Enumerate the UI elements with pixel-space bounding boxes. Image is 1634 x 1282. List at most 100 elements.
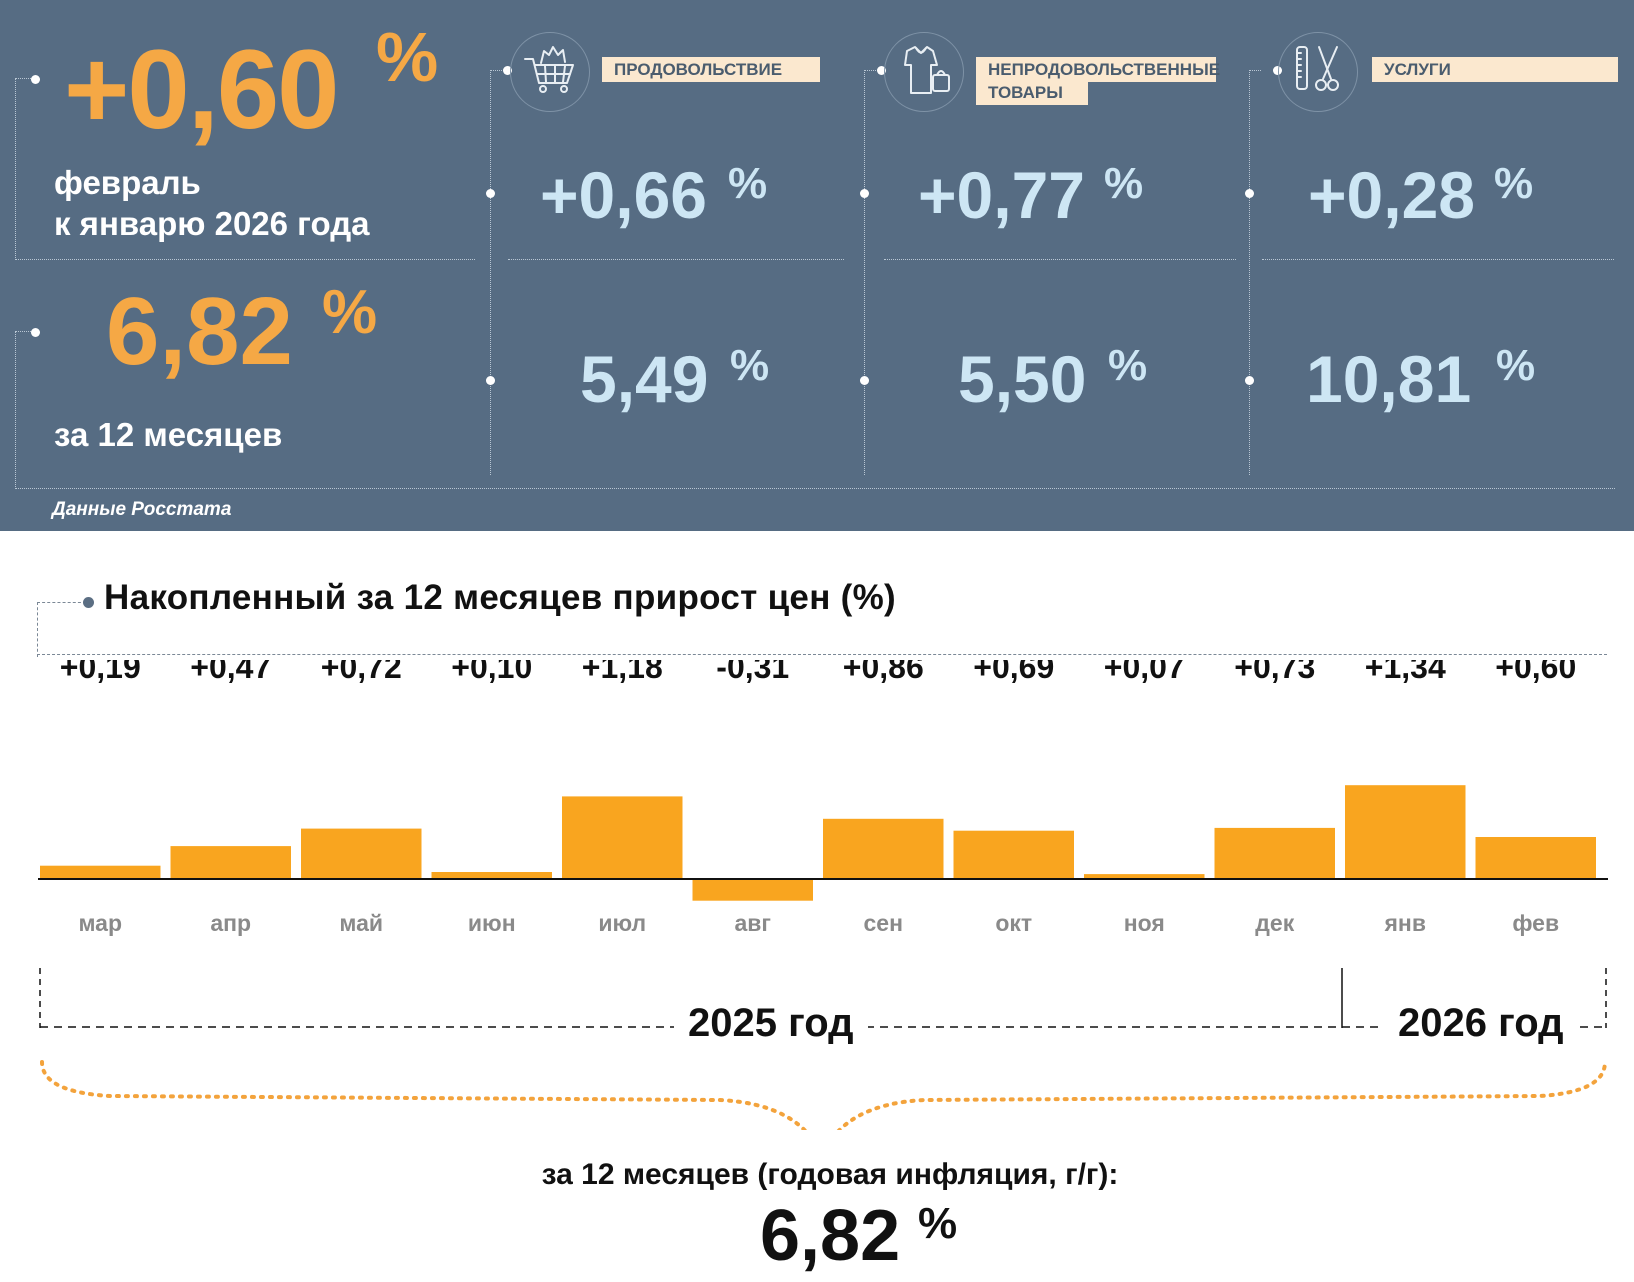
curly-brace — [40, 1060, 1607, 1130]
shopping-cart-icon — [524, 46, 574, 93]
category-services-monthly: +0,28 — [1308, 158, 1475, 232]
chart-title-connector — [37, 602, 86, 657]
category-food-annual-unit: % — [730, 341, 770, 390]
bullet-dot — [1245, 189, 1254, 198]
value-label-мар: +0,19 — [60, 660, 141, 685]
bar-ноя — [1084, 874, 1205, 879]
category-nonfood-label-line1: НЕПРОДОВОЛЬСТВЕННЫЕ — [988, 60, 1221, 79]
bullet-dot — [860, 376, 869, 385]
monthly-caption-line2: к январю 2026 года — [54, 205, 370, 243]
value-label-июл: +1,18 — [582, 660, 663, 685]
annual-summary-value: 6,82 — [760, 1196, 901, 1276]
bullet-dot — [1273, 66, 1282, 75]
category-nonfood-monthly: +0,77 — [918, 158, 1085, 232]
category-label-июн: июн — [468, 910, 516, 936]
category-food-label: ПРОДОВОЛЬСТВИЕ — [602, 57, 820, 82]
annual-caption: за 12 месяцев — [54, 416, 283, 453]
divider — [490, 70, 491, 475]
annual-summary-label: за 12 месяцев (годовая инфляция, г/г): — [541, 1158, 1119, 1191]
category-label-янв: янв — [1384, 910, 1426, 936]
bar-апр — [170, 846, 291, 879]
bar-авг — [692, 879, 813, 901]
category-label-окт: окт — [995, 910, 1032, 936]
category-services-annual-unit: % — [1496, 341, 1536, 390]
bullet-dot — [1245, 376, 1254, 385]
divider — [490, 70, 502, 71]
category-food-monthly-unit: % — [728, 159, 768, 208]
bullet-dot — [486, 189, 495, 198]
category-label-апр: апр — [210, 910, 251, 936]
bar-июн — [431, 872, 552, 879]
divider — [15, 331, 16, 489]
category-label-фев: фев — [1512, 910, 1559, 936]
value-label-окт: +0,69 — [973, 660, 1054, 685]
category-label-май: май — [339, 910, 383, 936]
divider — [864, 70, 865, 475]
bullet-dot — [486, 376, 495, 385]
divider — [15, 259, 475, 260]
value-label-фев: +0,60 — [1495, 660, 1576, 685]
bar-дек — [1214, 827, 1335, 879]
category-nonfood-annual-unit: % — [1108, 341, 1148, 390]
data-source: Данные Росстата — [52, 499, 232, 520]
divider — [508, 259, 844, 260]
category-nonfood-label-line2-box: ТОВАРЫ — [976, 80, 1088, 105]
bar-фев — [1475, 837, 1596, 879]
chart-title-underline — [37, 654, 1607, 655]
divider — [1262, 259, 1614, 260]
category-food-monthly: +0,66 — [540, 158, 707, 232]
bullet-dot — [31, 75, 40, 84]
category-services-annual: 10,81 — [1306, 342, 1472, 416]
category-label-дек: дек — [1255, 910, 1294, 936]
divider — [864, 70, 876, 71]
category-food-annual: 5,49 — [580, 342, 709, 416]
bullet-dot — [877, 66, 886, 75]
monthly-caption-line1: февраль — [54, 164, 201, 201]
bar-сен — [823, 818, 944, 879]
value-label-апр: +0,47 — [190, 660, 271, 685]
annual-inflation-unit: % — [322, 278, 378, 347]
category-food-icon-frame — [510, 32, 590, 112]
chart-title: Накопленный за 12 месяцев прирост цен (%… — [104, 578, 896, 617]
divider — [884, 259, 1236, 260]
chart-title-dot — [83, 597, 94, 608]
clothes-bag-icon — [904, 46, 950, 94]
annual-inflation-value: 6,82 — [106, 278, 293, 385]
bullet-dot — [31, 328, 40, 337]
category-label-мар: мар — [78, 910, 122, 936]
category-services-icon-frame — [1278, 32, 1358, 112]
category-services-monthly-unit: % — [1494, 159, 1534, 208]
divider — [1249, 70, 1261, 71]
category-label-авг: авг — [734, 910, 771, 936]
monthly-caption: февраль к январю 2026 года — [54, 162, 370, 245]
category-nonfood-icon-frame — [884, 32, 964, 112]
year-brackets — [39, 968, 1607, 1130]
divider — [15, 78, 16, 260]
divider — [1249, 70, 1250, 475]
summary-panel: +0,60 % февраль к январю 2026 года 6,82 … — [0, 0, 1634, 531]
category-label-ноя: ноя — [1124, 910, 1165, 936]
category-nonfood-monthly-unit: % — [1104, 159, 1144, 208]
bar-май — [301, 828, 422, 879]
value-label-ноя: +0,07 — [1104, 660, 1185, 685]
bullet-dot — [503, 66, 512, 75]
category-label-сен: сен — [864, 910, 903, 936]
divider — [15, 331, 35, 332]
comb-scissors-icon — [1296, 46, 1339, 91]
value-label-июн: +0,10 — [451, 660, 532, 685]
category-label-июл: июл — [598, 910, 646, 936]
divider — [15, 488, 1615, 489]
monthly-inflation-value: +0,60 — [64, 27, 339, 152]
monthly-inflation-unit: % — [376, 18, 439, 96]
monthly-inflation-bar-chart: +0,19 +0,47 +0,72 +0,10 +1,18 -0,31 +0,86 +0,69… — [38, 660, 1608, 936]
value-label-авг: -0,31 — [716, 660, 789, 685]
category-nonfood-label: НЕПРОДОВОЛЬСТВЕННЫЕ — [976, 57, 1221, 82]
category-nonfood-label-line2: ТОВАРЫ — [988, 83, 1063, 102]
year-label-2025: 2025 год — [674, 1003, 868, 1043]
value-label-сен: +0,86 — [843, 660, 924, 685]
value-label-янв: +1,34 — [1365, 660, 1446, 685]
value-label-дек: +0,73 — [1234, 660, 1315, 685]
bar-янв — [1345, 785, 1466, 879]
category-services-label: УСЛУГИ — [1372, 57, 1618, 82]
annual-summary-unit: % — [918, 1199, 958, 1248]
